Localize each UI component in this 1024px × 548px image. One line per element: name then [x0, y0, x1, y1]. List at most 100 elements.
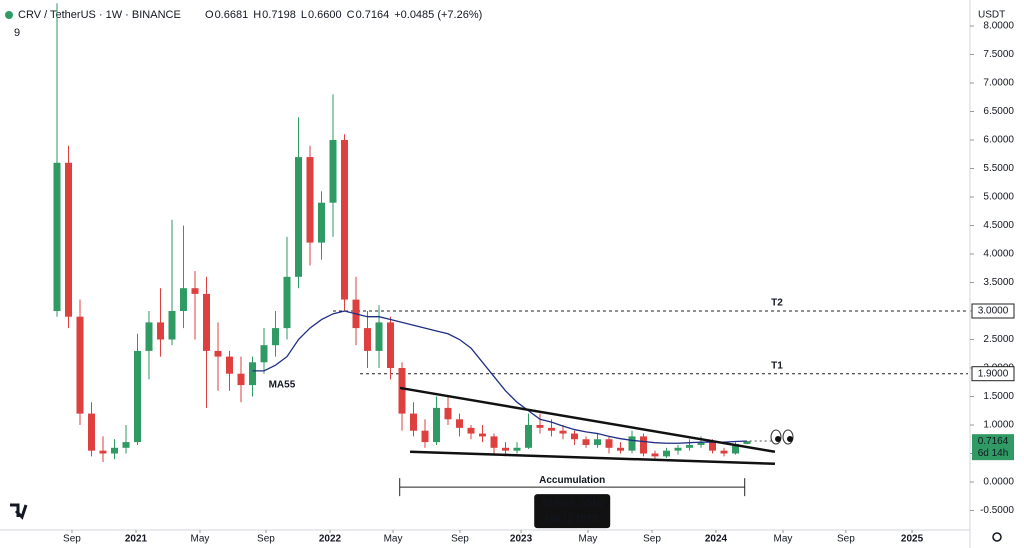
candle-body [111, 447, 119, 454]
y-tick-label: 8.0000 [983, 21, 1014, 32]
candle-body [329, 139, 337, 203]
range-label: Accumulation [539, 475, 605, 486]
candle-body [502, 447, 510, 451]
candle-body [525, 425, 533, 448]
candle-body [697, 442, 705, 445]
candle-body [88, 413, 96, 451]
candle-body [134, 350, 142, 443]
trendline [410, 450, 775, 466]
y-tick-label: 6.0000 [983, 135, 1014, 146]
candle-body [594, 439, 602, 445]
y-tick-label: 1.0000 [983, 420, 1014, 431]
candle-body [214, 350, 222, 357]
candle-body [548, 427, 556, 431]
y-tick-label: 0.0000 [983, 477, 1014, 488]
x-tick-label: Sep [451, 534, 469, 545]
candle-body [571, 433, 579, 440]
candle-body [295, 157, 303, 277]
symbol: CRV / TetherUS · 1W · BINANCE [18, 9, 181, 21]
candle-body [720, 450, 728, 454]
candle-body [387, 322, 395, 369]
ohlc-value: 0.6600 [308, 9, 342, 21]
candle-body [249, 362, 257, 386]
candle-body [145, 322, 153, 351]
x-tick-label: Sep [257, 534, 275, 545]
level-tag-label: 1.9000 [978, 368, 1009, 379]
candle-body [260, 345, 268, 363]
candle-body [237, 373, 245, 386]
candle-body [433, 407, 441, 443]
x-tick-label: May [384, 534, 403, 545]
candle-body [467, 427, 475, 434]
ohlc-letter: C [347, 9, 355, 21]
candle-body [536, 425, 544, 428]
y-tick-label: -0.5000 [980, 505, 1014, 516]
candle-body [513, 447, 521, 451]
candle-body [674, 447, 682, 451]
level-tag [971, 303, 1015, 319]
settings-icon[interactable] [992, 532, 1002, 542]
y-tick-label: 2.5000 [983, 334, 1014, 345]
candle-body [410, 413, 418, 431]
candle-body [743, 441, 751, 444]
x-tick-label: Sep [837, 534, 855, 545]
range-info-box [534, 494, 611, 529]
candle-body [398, 368, 406, 414]
y-tick-label: 6.5000 [983, 106, 1014, 117]
candle-body [364, 328, 372, 351]
indicator-count: 9 [14, 27, 20, 39]
y-tick-label: 1.5000 [983, 391, 1014, 402]
logo [10, 503, 28, 520]
x-tick-label: 2024 [705, 534, 728, 545]
currency[interactable]: USDT [978, 10, 1005, 21]
candle-body [456, 419, 464, 428]
level-name: T2 [771, 298, 783, 309]
candle-body [226, 356, 234, 374]
candle-body [709, 442, 717, 451]
change: +0.0485 (+7.26%) [394, 9, 482, 21]
candle-body [272, 328, 280, 346]
x-tick-label: 2023 [510, 534, 533, 545]
eyes [770, 429, 794, 445]
candle-body [122, 442, 130, 448]
candle-body [628, 436, 636, 451]
candle-body [53, 162, 61, 312]
candle-body [559, 430, 567, 434]
x-tick-label: May [774, 534, 793, 545]
range-info: Vol 11.187B [546, 514, 600, 525]
x-tick-label: 2021 [125, 534, 148, 545]
candle-body [444, 407, 452, 420]
ma-line [252, 310, 748, 444]
x-tick-label: 2022 [319, 534, 342, 545]
candle-body [686, 444, 694, 448]
candle-body [180, 288, 188, 312]
ohlc-value: 0.7164 [356, 9, 390, 21]
candle-body [479, 433, 487, 437]
ohlc-letter: H [253, 9, 261, 21]
x-tick-label: May [579, 534, 598, 545]
candle-body [582, 439, 590, 445]
candle-body [617, 447, 625, 451]
candle-body [421, 430, 429, 443]
candle-body [490, 436, 498, 448]
y-tick-label: 5.5000 [983, 163, 1014, 174]
ohlc-value: 0.6681 [215, 9, 249, 21]
candle-body [732, 443, 740, 454]
last-price-label: 0.7164 [978, 436, 1009, 447]
trendline [399, 386, 776, 454]
candle-body [640, 436, 648, 454]
candle-body [157, 322, 165, 340]
level-tag [971, 366, 1015, 382]
candle-body [318, 202, 326, 243]
y-tick-label: 5.0000 [983, 192, 1014, 203]
level-name: T1 [771, 360, 783, 371]
y-tick-label: 7.0000 [983, 78, 1014, 89]
candle-body [76, 316, 84, 414]
level-tag-label: 3.0000 [978, 306, 1009, 317]
last-price-tag [972, 434, 1014, 461]
candle-body [341, 139, 349, 300]
y-tick-label: 4.5000 [983, 220, 1014, 231]
candle-body [306, 157, 314, 243]
